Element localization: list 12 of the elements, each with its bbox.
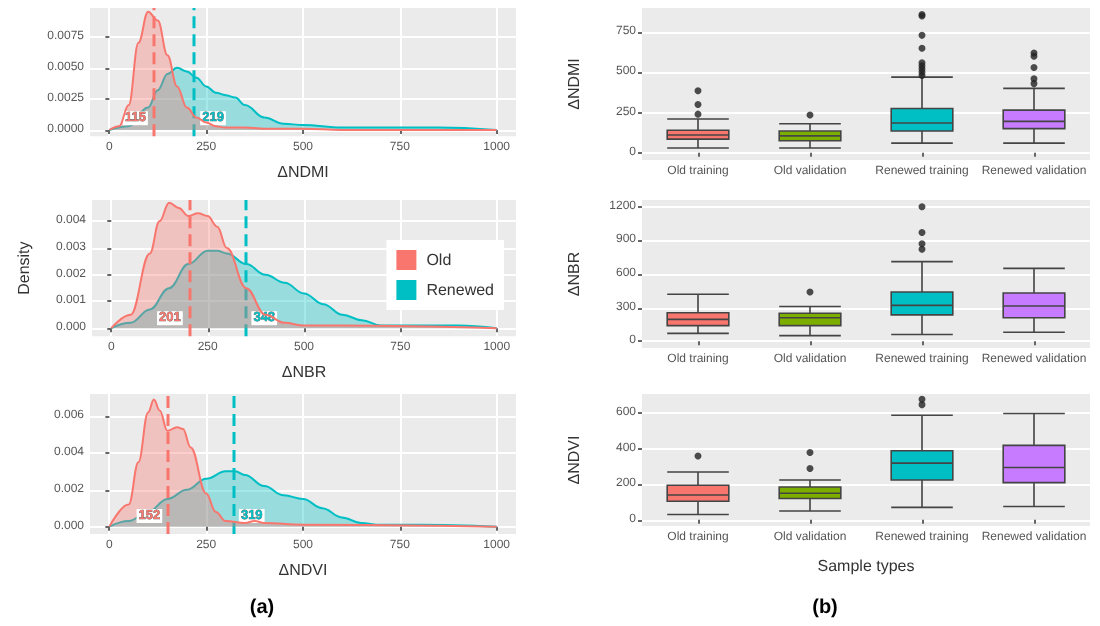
y-axis-title: ΔNBR: [565, 251, 583, 297]
text: (a): [249, 597, 275, 619]
x-axis-title: ΔNDVI: [278, 560, 328, 579]
y-axis-title: ΔNDMI: [565, 58, 583, 110]
text: (b): [812, 597, 838, 619]
x-axis-title: ΔNDMI: [277, 163, 329, 181]
legend-label: Old: [426, 251, 452, 269]
y-axis-title: Density: [15, 241, 33, 295]
y-axis-title: ΔNDVI: [565, 435, 583, 485]
x-axis-title: Sample types: [817, 557, 915, 575]
legend-label: Renewed: [426, 281, 495, 299]
x-axis-title: ΔNBR: [281, 363, 327, 381]
